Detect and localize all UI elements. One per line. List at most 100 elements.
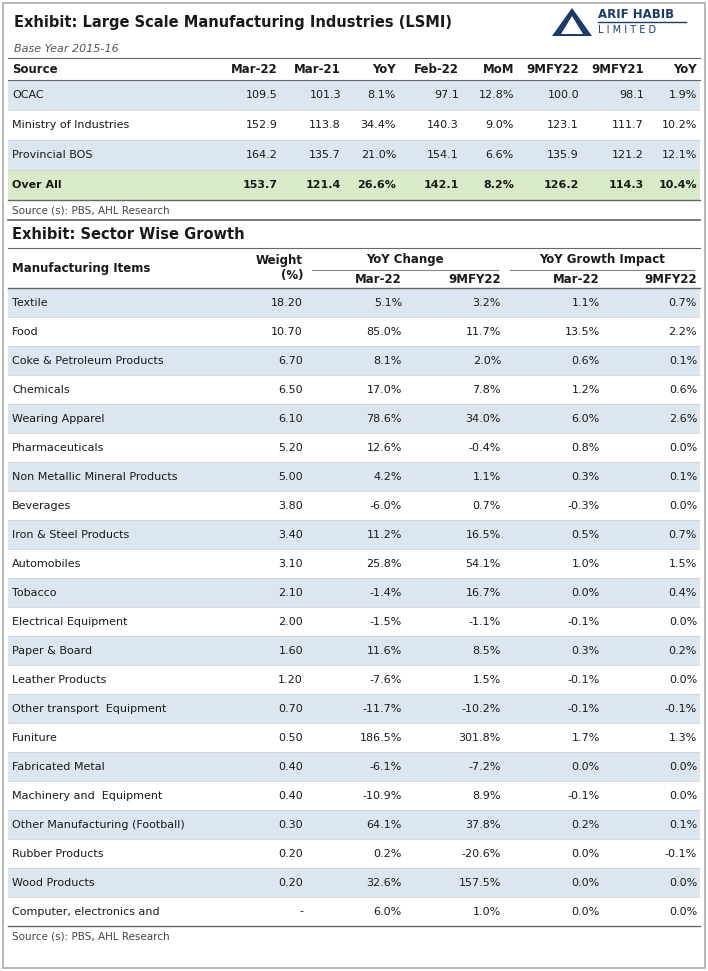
Text: Mar-22: Mar-22 <box>553 273 600 285</box>
Text: Rubber Products: Rubber Products <box>12 849 103 858</box>
Bar <box>8 317 700 346</box>
Text: 12.6%: 12.6% <box>367 443 402 452</box>
Text: 3.2%: 3.2% <box>473 297 501 308</box>
Text: 3.10: 3.10 <box>278 558 303 568</box>
Text: 9MFY21: 9MFY21 <box>591 62 644 76</box>
Bar <box>8 636 700 665</box>
Text: Tobacco: Tobacco <box>12 587 57 597</box>
Text: 6.6%: 6.6% <box>486 150 514 160</box>
Text: 6.10: 6.10 <box>278 414 303 423</box>
Text: Textile: Textile <box>12 297 47 308</box>
Text: 98.1: 98.1 <box>619 90 644 100</box>
Text: 6.0%: 6.0% <box>374 907 402 917</box>
Bar <box>8 578 700 607</box>
Text: 0.1%: 0.1% <box>669 472 697 482</box>
Text: 1.1%: 1.1% <box>473 472 501 482</box>
Text: YoY Growth Impact: YoY Growth Impact <box>539 252 665 265</box>
Text: 2.00: 2.00 <box>278 617 303 626</box>
Text: -0.1%: -0.1% <box>665 849 697 858</box>
Text: 16.7%: 16.7% <box>466 587 501 597</box>
Text: YoY: YoY <box>372 62 396 76</box>
Text: Ministry of Industries: Ministry of Industries <box>12 120 130 130</box>
Text: Mar-22: Mar-22 <box>232 62 278 76</box>
Text: 0.7%: 0.7% <box>473 500 501 511</box>
Text: -1.1%: -1.1% <box>469 617 501 626</box>
Text: 152.9: 152.9 <box>246 120 278 130</box>
Text: Provincial BOS: Provincial BOS <box>12 150 93 160</box>
Text: 11.6%: 11.6% <box>367 646 402 655</box>
Text: 0.6%: 0.6% <box>669 385 697 394</box>
Text: Electrical Equipment: Electrical Equipment <box>12 617 127 626</box>
Text: 8.1%: 8.1% <box>367 90 396 100</box>
Text: 0.0%: 0.0% <box>669 443 697 452</box>
Text: 11.7%: 11.7% <box>466 326 501 337</box>
Text: 6.0%: 6.0% <box>572 414 600 423</box>
Text: 0.0%: 0.0% <box>572 878 600 887</box>
Bar <box>8 4 700 40</box>
Text: -: - <box>299 907 303 917</box>
Text: 4.2%: 4.2% <box>374 472 402 482</box>
Text: 8.5%: 8.5% <box>473 646 501 655</box>
Text: 16.5%: 16.5% <box>466 529 501 540</box>
Text: Leather Products: Leather Products <box>12 675 106 685</box>
Text: 32.6%: 32.6% <box>367 878 402 887</box>
Text: 0.50: 0.50 <box>278 732 303 743</box>
Text: -0.1%: -0.1% <box>568 617 600 626</box>
Text: 12.1%: 12.1% <box>661 150 697 160</box>
Bar <box>8 665 700 694</box>
Polygon shape <box>561 16 583 34</box>
Text: 54.1%: 54.1% <box>466 558 501 568</box>
Text: 135.9: 135.9 <box>547 150 579 160</box>
Text: 0.20: 0.20 <box>278 878 303 887</box>
Text: 0.0%: 0.0% <box>572 907 600 917</box>
Text: -6.0%: -6.0% <box>370 500 402 511</box>
Text: Weight
(%): Weight (%) <box>256 254 303 282</box>
Text: 121.2: 121.2 <box>612 150 644 160</box>
Text: Iron & Steel Products: Iron & Steel Products <box>12 529 130 540</box>
Text: Wood Products: Wood Products <box>12 878 95 887</box>
Bar <box>8 723 700 752</box>
Bar <box>8 462 700 491</box>
Text: 113.8: 113.8 <box>309 120 341 130</box>
Text: Manufacturing Items: Manufacturing Items <box>12 261 150 275</box>
Text: 2.0%: 2.0% <box>473 355 501 365</box>
Text: 0.0%: 0.0% <box>669 790 697 800</box>
Text: -0.1%: -0.1% <box>568 790 600 800</box>
Bar <box>8 433 700 462</box>
Text: 153.7: 153.7 <box>243 180 278 190</box>
Text: -10.2%: -10.2% <box>462 704 501 714</box>
Text: ARIF HABIB: ARIF HABIB <box>598 9 674 21</box>
Text: 11.2%: 11.2% <box>367 529 402 540</box>
Text: 17.0%: 17.0% <box>367 385 402 394</box>
Text: Wearing Apparel: Wearing Apparel <box>12 414 105 423</box>
Text: -7.2%: -7.2% <box>469 761 501 772</box>
Text: Feb-22: Feb-22 <box>414 62 459 76</box>
Bar <box>8 549 700 578</box>
Text: 0.70: 0.70 <box>278 704 303 714</box>
Text: Source: Source <box>12 62 57 76</box>
Text: 0.3%: 0.3% <box>572 646 600 655</box>
Text: 1.2%: 1.2% <box>571 385 600 394</box>
Text: -7.6%: -7.6% <box>370 675 402 685</box>
Text: 114.3: 114.3 <box>609 180 644 190</box>
Bar <box>8 810 700 839</box>
Text: 78.6%: 78.6% <box>367 414 402 423</box>
Text: Over All: Over All <box>12 180 62 190</box>
Bar <box>8 520 700 549</box>
Text: 0.1%: 0.1% <box>669 820 697 829</box>
Text: Funiture: Funiture <box>12 732 58 743</box>
Text: 5.20: 5.20 <box>278 443 303 452</box>
Text: 109.5: 109.5 <box>246 90 278 100</box>
Bar <box>8 346 700 375</box>
Text: 37.8%: 37.8% <box>465 820 501 829</box>
Bar <box>8 80 700 110</box>
Bar <box>8 404 700 433</box>
Text: 85.0%: 85.0% <box>367 326 402 337</box>
Text: 1.20: 1.20 <box>278 675 303 685</box>
Text: 6.70: 6.70 <box>278 355 303 365</box>
Text: 0.0%: 0.0% <box>572 849 600 858</box>
Text: 97.1: 97.1 <box>434 90 459 100</box>
Text: 0.0%: 0.0% <box>572 761 600 772</box>
Bar <box>8 58 700 80</box>
Text: L I M I T E D: L I M I T E D <box>598 25 656 35</box>
